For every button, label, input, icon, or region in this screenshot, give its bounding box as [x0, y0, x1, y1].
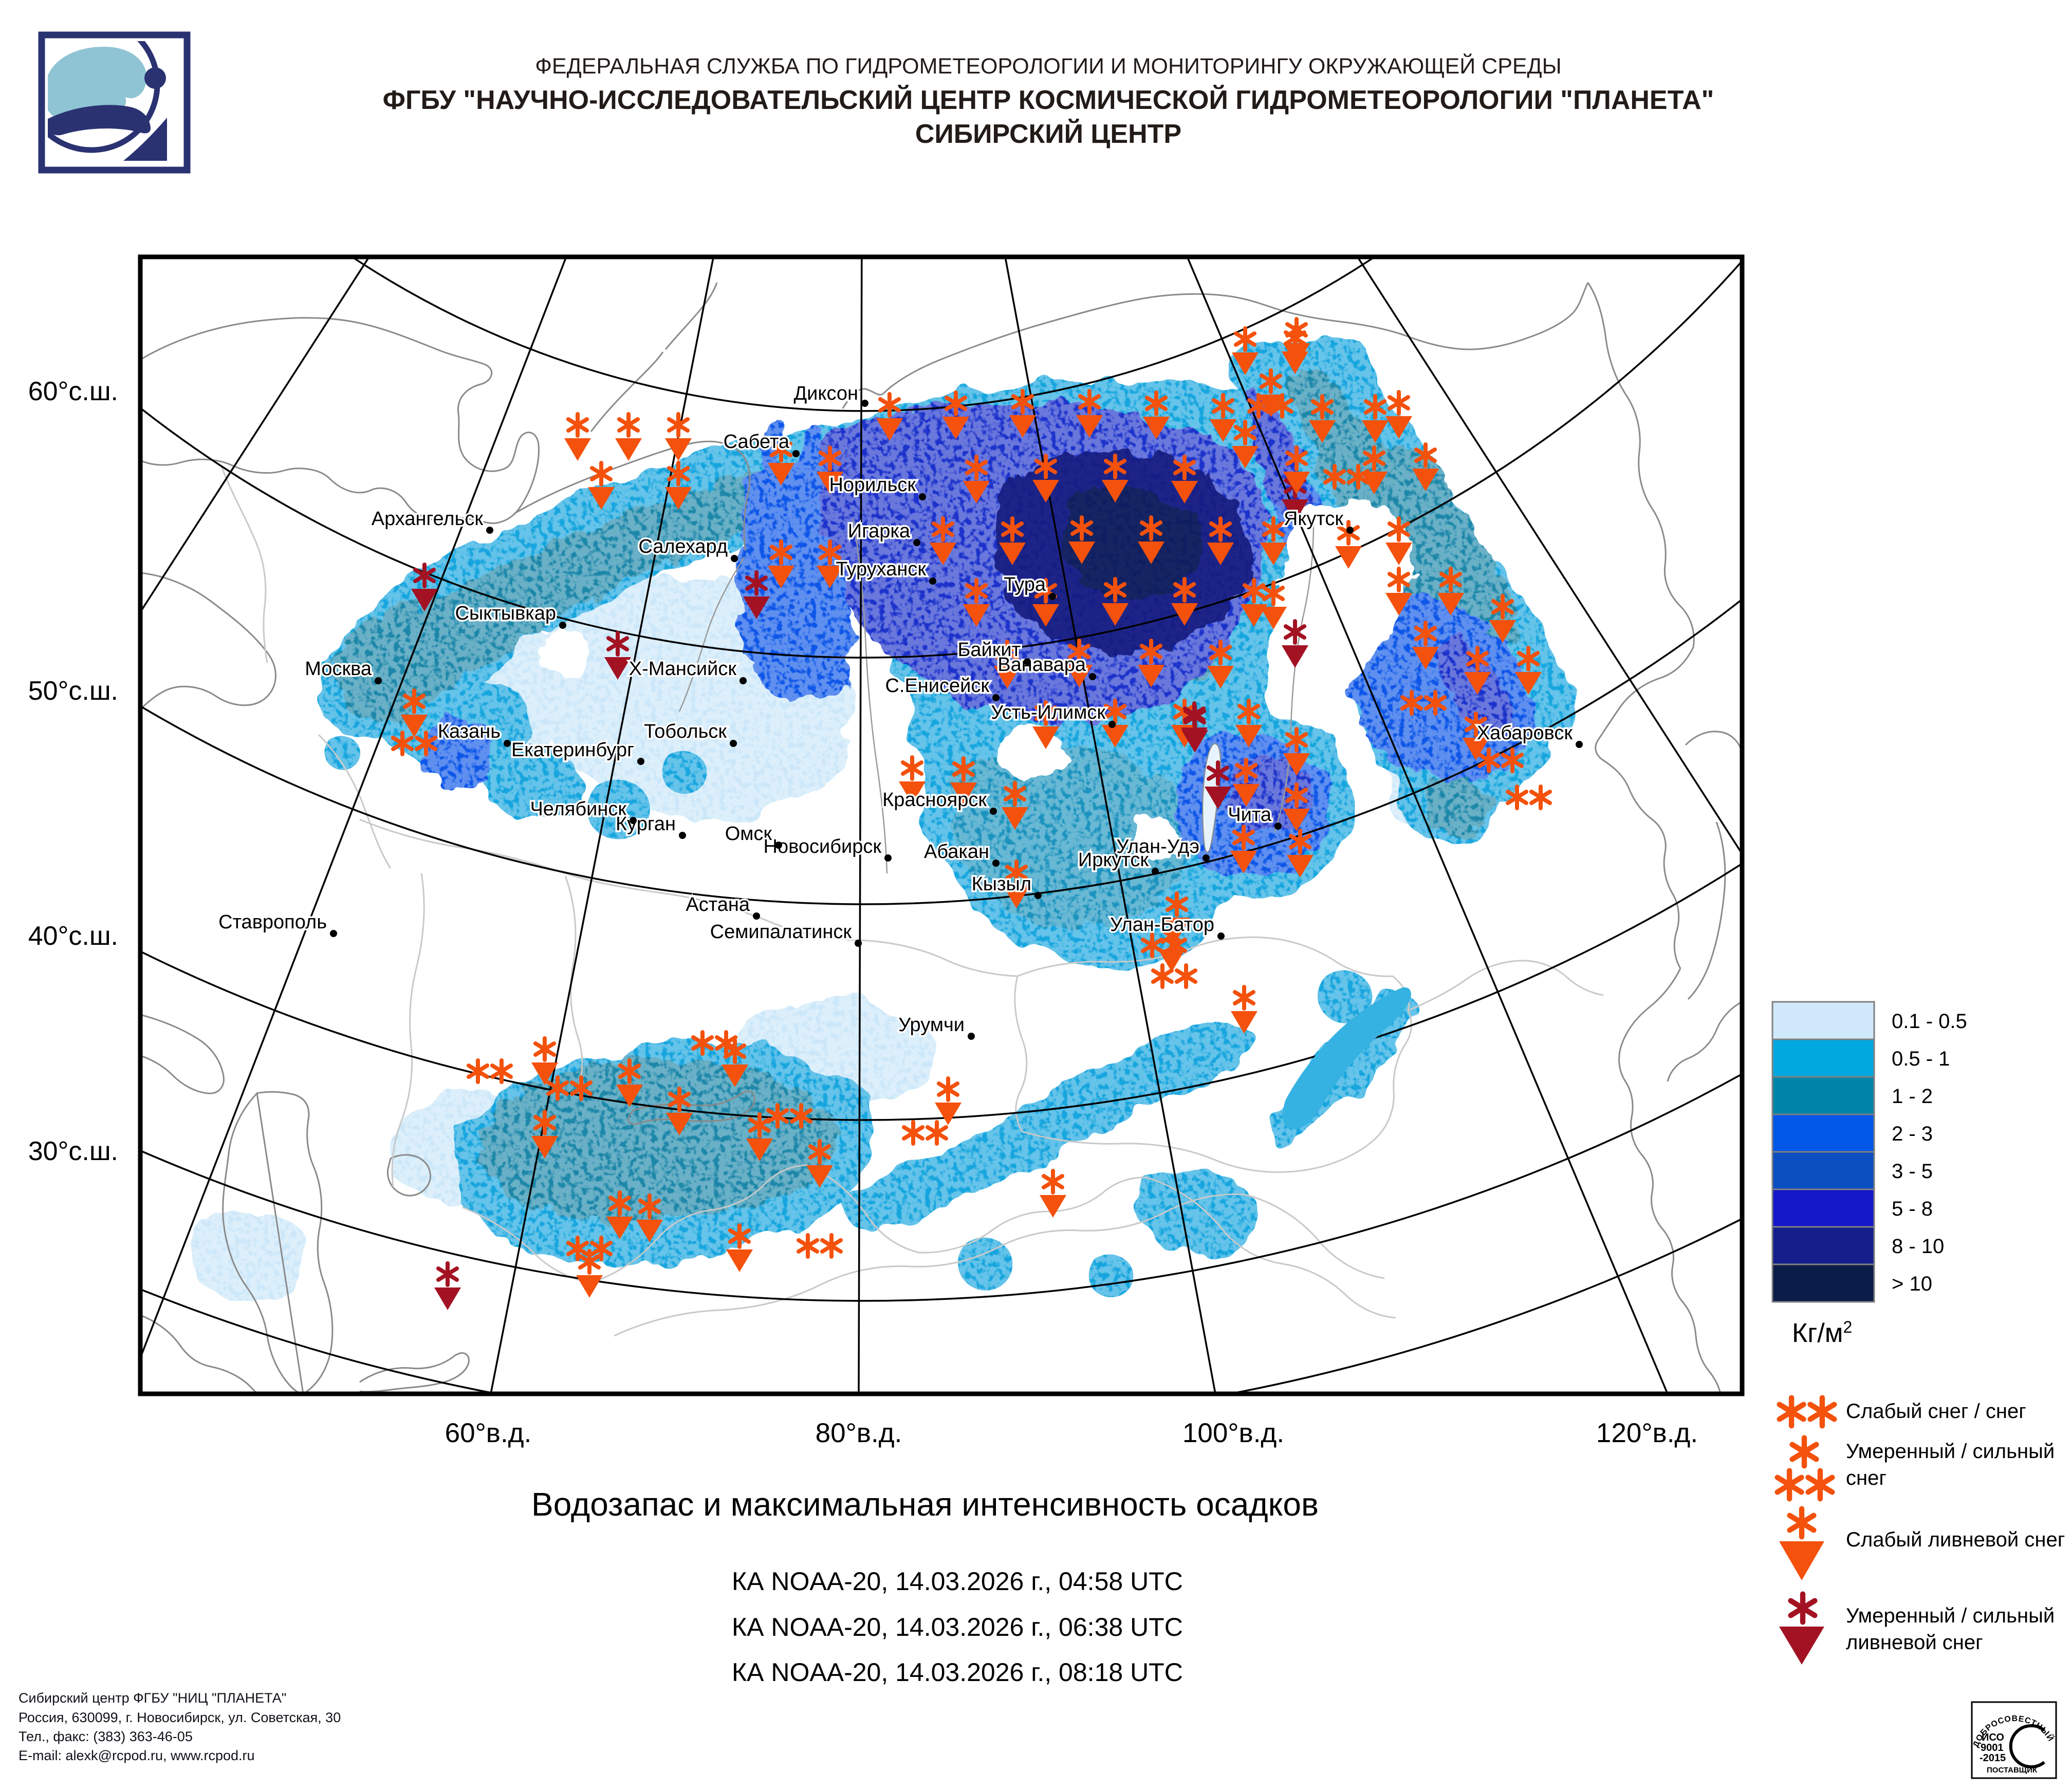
svg-text:Челябинск: Челябинск [530, 798, 626, 820]
svg-text:Диксон: Диксон [793, 383, 858, 404]
svg-text:Умеренный / сильный: Умеренный / сильный [1846, 1440, 2055, 1463]
svg-text:КА NOAA-20, 14.03.2026 г., 04:: КА NOAA-20, 14.03.2026 г., 04:58 UTC [732, 1567, 1183, 1596]
svg-text:0.1 - 0.5: 0.1 - 0.5 [1892, 1010, 1967, 1033]
svg-text:2 - 3: 2 - 3 [1892, 1123, 1933, 1145]
svg-text:Архангельск: Архангельск [372, 508, 484, 530]
svg-text:Чита: Чита [1228, 804, 1272, 826]
svg-text:Омск: Омск [725, 823, 772, 845]
svg-text:ИСО: ИСО [1982, 1732, 2004, 1743]
svg-text:Слабый ливневой снег: Слабый ливневой снег [1846, 1528, 2065, 1551]
svg-text:С.Енисейск: С.Енисейск [885, 675, 989, 697]
svg-text:Тел., факс: (383) 363-46-05: Тел., факс: (383) 363-46-05 [19, 1729, 193, 1744]
svg-text:Россия, 630099, г. Новосибирск: Россия, 630099, г. Новосибирск, ул. Сове… [19, 1710, 341, 1725]
svg-text:Кызыл: Кызыл [972, 873, 1031, 895]
svg-text:Кг/м2: Кг/м2 [1792, 1318, 1852, 1348]
svg-text:Ставрополь: Ставрополь [218, 911, 327, 933]
svg-text:Астана: Астана [686, 894, 750, 916]
svg-text:Туруханск: Туруханск [836, 558, 926, 580]
svg-text:Урумчи: Урумчи [898, 1014, 965, 1036]
svg-text:Курган: Курган [616, 813, 676, 835]
svg-text:Улан-Удэ: Улан-Удэ [1116, 836, 1199, 857]
svg-text:ФЕДЕРАЛЬНАЯ СЛУЖБА ПО ГИДРОМЕТ: ФЕДЕРАЛЬНАЯ СЛУЖБА ПО ГИДРОМЕТЕОРОЛОГИИ … [535, 53, 1562, 79]
svg-text:9001: 9001 [1981, 1742, 2004, 1753]
svg-text:Умеренный / сильный: Умеренный / сильный [1846, 1604, 2055, 1627]
svg-text:ФГБУ "НАУЧНО-ИССЛЕДОВАТЕЛЬСКИЙ: ФГБУ "НАУЧНО-ИССЛЕДОВАТЕЛЬСКИЙ ЦЕНТР КОС… [383, 85, 1714, 115]
svg-text:-2015: -2015 [1980, 1752, 2006, 1764]
svg-text:5 - 8: 5 - 8 [1892, 1198, 1933, 1220]
svg-text:Усть-Илимск: Усть-Илимск [991, 702, 1105, 723]
svg-text:Тобольск: Тобольск [644, 721, 727, 742]
svg-text:Якутск: Якутск [1284, 508, 1343, 530]
svg-text:50°с.ш.: 50°с.ш. [28, 676, 118, 706]
svg-text:Х-Мансийск: Х-Мансийск [629, 658, 737, 680]
svg-text:Семипалатинск: Семипалатинск [710, 921, 852, 943]
svg-text:СИБИРСКИЙ ЦЕНТР: СИБИРСКИЙ ЦЕНТР [915, 119, 1181, 149]
svg-text:Сыктывкар: Сыктывкар [455, 603, 556, 624]
svg-text:> 10: > 10 [1892, 1273, 1932, 1295]
svg-text:Сибирский центр ФГБУ "НИЦ "ПЛА: Сибирский центр ФГБУ "НИЦ "ПЛАНЕТА" [19, 1690, 286, 1706]
svg-text:Водозапас и максимальная интен: Водозапас и максимальная интенсивность о… [531, 1486, 1319, 1523]
svg-text:40°с.ш.: 40°с.ш. [28, 921, 118, 951]
svg-text:КА NOAA-20, 14.03.2026 г., 06:: КА NOAA-20, 14.03.2026 г., 06:38 UTC [732, 1613, 1183, 1641]
svg-text:Тура: Тура [1004, 574, 1046, 595]
svg-text:снег: снег [1846, 1467, 1887, 1489]
svg-text:60°в.д.: 60°в.д. [445, 1418, 532, 1448]
svg-text:8 - 10: 8 - 10 [1892, 1235, 1944, 1258]
svg-text:Улан-Батор: Улан-Батор [1110, 914, 1214, 936]
svg-text:Ванавара: Ванавара [997, 654, 1086, 676]
svg-text:Красноярск: Красноярск [882, 789, 987, 811]
svg-text:Екатеринбург: Екатеринбург [511, 739, 634, 761]
svg-text:Слабый снег / снег: Слабый снег / снег [1846, 1400, 2026, 1423]
svg-text:Игарка: Игарка [848, 520, 911, 542]
svg-text:Абакан: Абакан [924, 841, 989, 863]
svg-text:3 - 5: 3 - 5 [1892, 1160, 1933, 1183]
svg-text:60°с.ш.: 60°с.ш. [28, 377, 118, 406]
svg-text:1 - 2: 1 - 2 [1892, 1085, 1933, 1108]
svg-text:Иркутск: Иркутск [1078, 849, 1149, 871]
svg-text:30°с.ш.: 30°с.ш. [28, 1136, 118, 1166]
svg-text:80°в.д.: 80°в.д. [816, 1418, 902, 1448]
svg-text:КА NOAA-20, 14.03.2026 г., 08:: КА NOAA-20, 14.03.2026 г., 08:18 UTC [732, 1658, 1183, 1687]
svg-text:Москва: Москва [305, 658, 372, 680]
svg-text:Салехард: Салехард [638, 536, 728, 557]
svg-text:Сабета: Сабета [724, 431, 790, 453]
svg-text:E-mail: alexk@rcpod.ru, www.rc: E-mail: alexk@rcpod.ru, www.rcpod.ru [19, 1748, 255, 1763]
svg-text:Норильск: Норильск [829, 474, 916, 496]
svg-text:Байкит: Байкит [957, 639, 1021, 661]
svg-text:100°в.д.: 100°в.д. [1182, 1418, 1284, 1448]
svg-text:120°в.д.: 120°в.д. [1596, 1418, 1698, 1448]
svg-text:ПОСТАВЩИК: ПОСТАВЩИК [1987, 1766, 2038, 1775]
svg-text:ливневой снег: ливневой снег [1846, 1631, 1983, 1654]
svg-text:Хабаровск: Хабаровск [1477, 722, 1573, 744]
svg-text:Казань: Казань [438, 721, 501, 742]
svg-text:Новосибирск: Новосибирск [764, 836, 882, 857]
svg-text:0.5 - 1: 0.5 - 1 [1892, 1048, 1950, 1070]
